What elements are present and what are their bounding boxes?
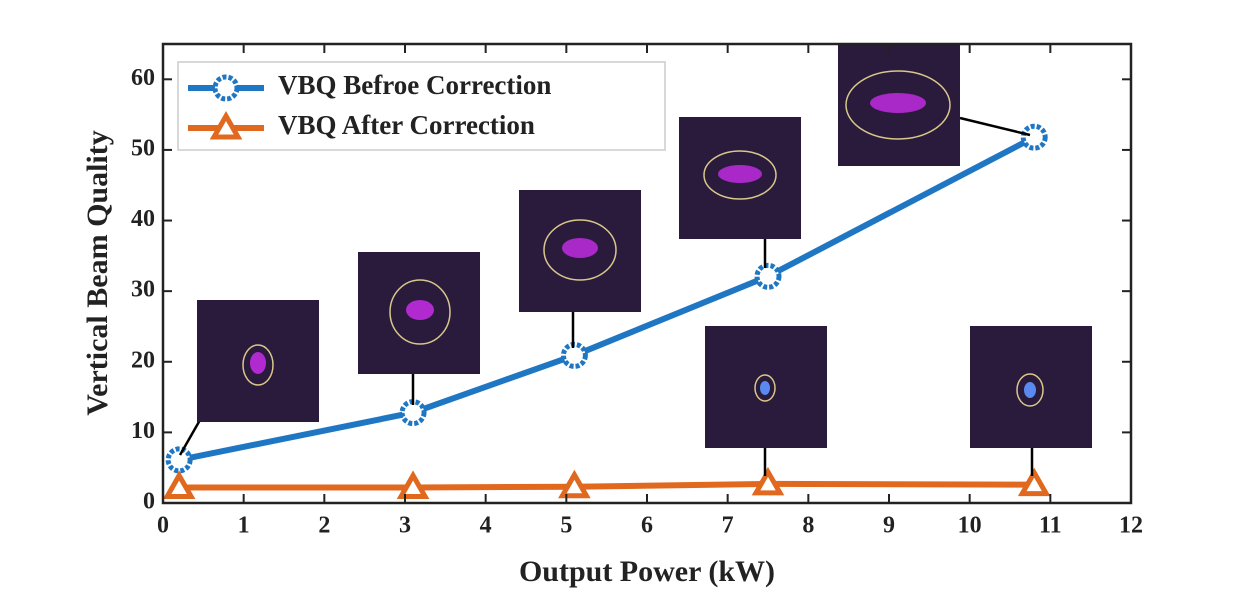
legend-marker — [209, 110, 243, 140]
y-tick-label: 0 — [143, 489, 155, 515]
x-tick-label: 9 — [883, 513, 895, 539]
y-axis-label: Vertical Beam Quality — [81, 130, 114, 416]
point-marker — [560, 341, 588, 369]
point-marker — [1017, 467, 1051, 497]
x-tick-label: 5 — [560, 513, 572, 539]
point-marker — [396, 470, 430, 499]
x-tick-label: 12 — [1119, 513, 1143, 539]
x-tick-label: 7 — [722, 513, 734, 539]
x-tick-label: 8 — [802, 513, 814, 539]
legend-label: VBQ Befroe Correction — [278, 70, 551, 100]
y-tick-label: 10 — [131, 418, 155, 444]
y-tick-label: 30 — [131, 277, 155, 303]
beam-image — [519, 190, 641, 312]
x-tick-label: 11 — [1039, 513, 1062, 539]
x-axis-label: Output Power (kW) — [519, 555, 775, 588]
series-line — [179, 480, 1035, 491]
y-tick-label: 60 — [131, 65, 155, 91]
x-tick-label: 3 — [399, 513, 411, 539]
legend-box — [177, 61, 666, 151]
connector — [959, 116, 1031, 137]
x-tick-label: 1 — [238, 513, 250, 539]
y-tick-label: 50 — [131, 135, 155, 161]
beam-image — [838, 44, 960, 166]
y-tick-label: 20 — [131, 347, 155, 373]
beam-image — [197, 300, 319, 422]
x-tick-label: 2 — [318, 513, 330, 539]
beam-image — [358, 252, 480, 374]
beam-image — [970, 326, 1092, 448]
point-marker — [751, 466, 785, 496]
point-marker — [1020, 123, 1048, 151]
x-tick-label: 4 — [480, 513, 492, 539]
beam-insets — [178, 44, 1092, 476]
point-marker — [754, 262, 782, 290]
y-tick-label: 40 — [131, 206, 155, 232]
connector — [178, 419, 202, 456]
x-tick-label: 0 — [157, 513, 169, 539]
legend-label: VBQ After Correction — [278, 110, 535, 140]
point-marker — [162, 470, 196, 499]
point-marker — [165, 446, 193, 474]
x-tick-label: 6 — [641, 513, 653, 539]
point-marker — [558, 469, 591, 499]
beam-image — [705, 326, 827, 448]
beam-image — [679, 117, 801, 239]
x-tick-label: 10 — [958, 513, 982, 539]
legend-marker — [212, 74, 240, 102]
